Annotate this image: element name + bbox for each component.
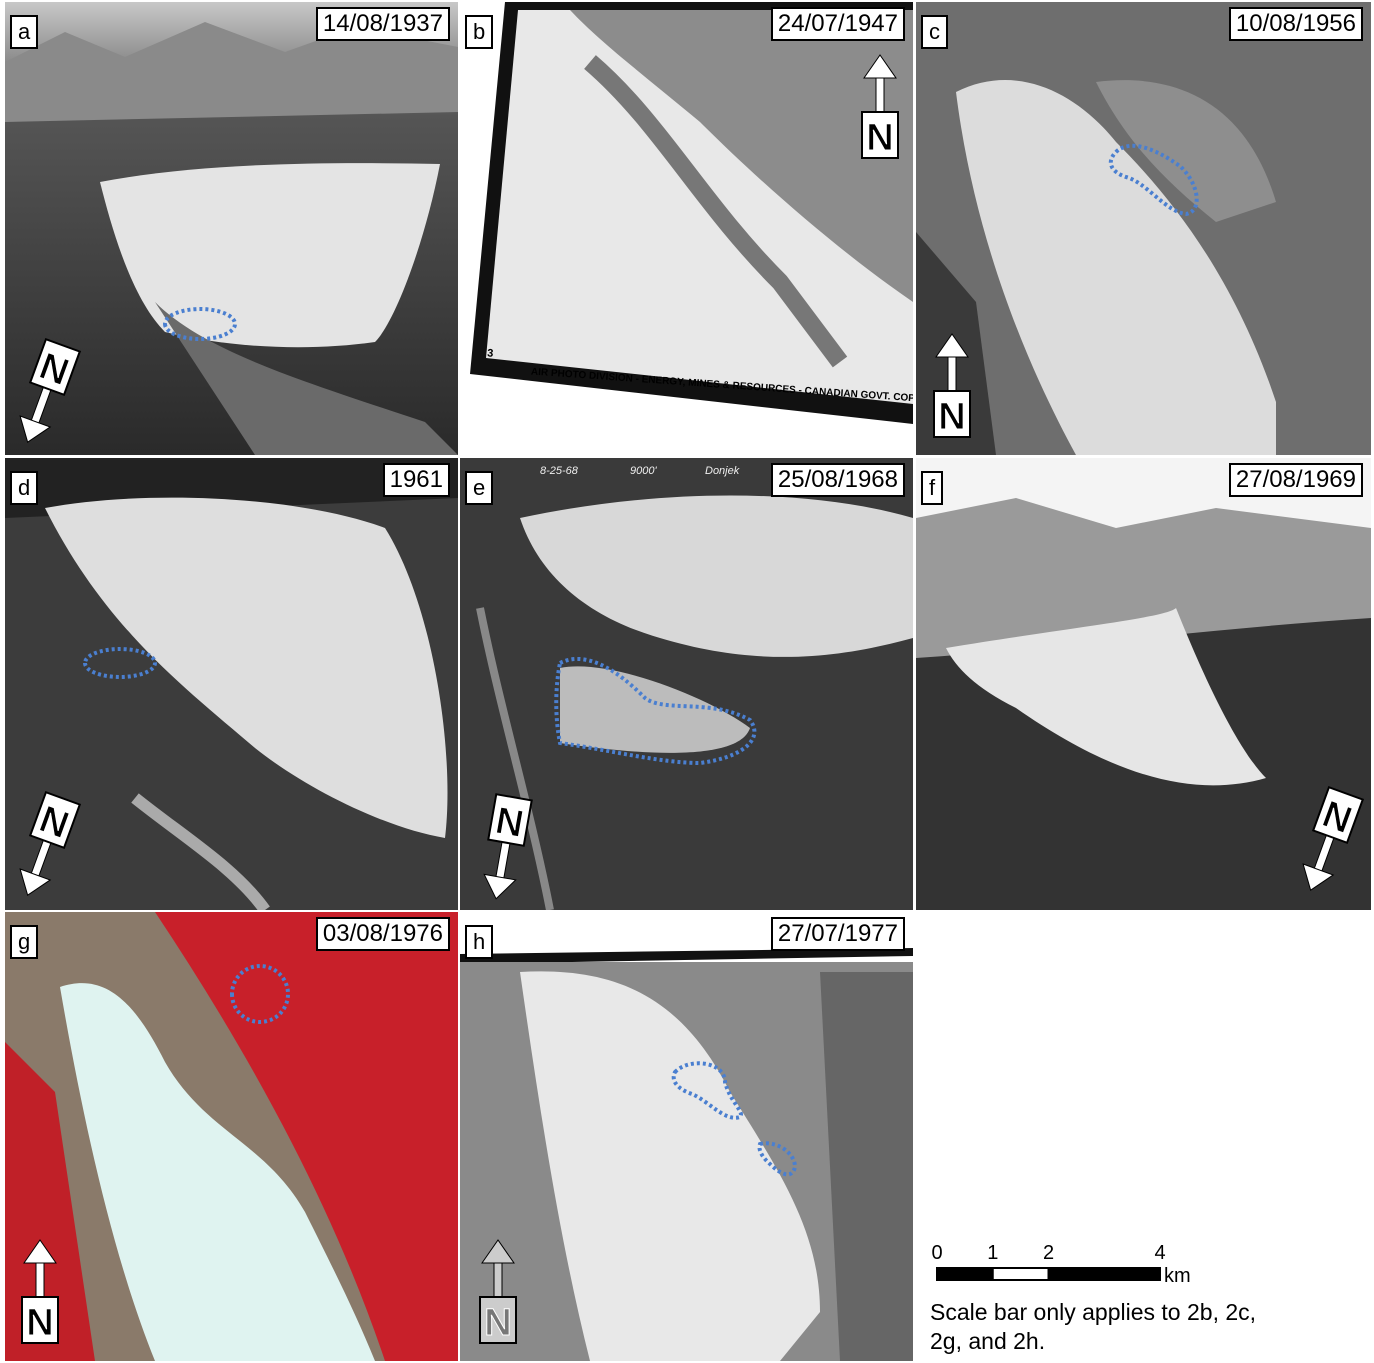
photo: N xyxy=(916,458,1371,910)
panel-letter: h xyxy=(465,925,493,959)
scale-tick-label: 1 xyxy=(987,1242,998,1264)
photo: N xyxy=(5,458,458,910)
photo-text: 9000' xyxy=(630,465,657,477)
photo-text: Donjek xyxy=(705,465,740,477)
panel-letter: b xyxy=(465,15,493,49)
panel-date: 1961 xyxy=(383,463,450,497)
north-label: N xyxy=(866,117,893,159)
panel-letter: g xyxy=(10,925,38,959)
photo: N xyxy=(916,2,1371,455)
arrow-shaft xyxy=(494,1260,502,1298)
scale-segment xyxy=(937,1268,993,1280)
panel-letter: f xyxy=(921,471,943,505)
panel-date: 10/08/1956 xyxy=(1229,7,1363,41)
arrow-shaft xyxy=(948,354,956,392)
photo: 3 AIR PHOTO DIVISION - ENERGY, MINES & R… xyxy=(460,2,913,455)
photo: N xyxy=(460,912,913,1361)
photo: N xyxy=(5,912,458,1361)
scale-segment xyxy=(993,1268,1049,1280)
panel-date: 27/08/1969 xyxy=(1229,463,1363,497)
panel-date: 25/08/1968 xyxy=(771,463,905,497)
north-label: N xyxy=(484,1302,511,1344)
photo: N xyxy=(5,2,458,455)
arrow-shaft xyxy=(36,1260,44,1298)
photo-panel: 3 AIR PHOTO DIVISION - ENERGY, MINES & R… xyxy=(460,2,913,455)
figure: Na 14/08/1937 3 AIR PHOTO DIVISION - ENER… xyxy=(0,0,1374,1363)
panel-letter: a xyxy=(10,15,38,49)
scale-tick-label: 4 xyxy=(1154,1242,1165,1264)
photo-text: 8-25-68 xyxy=(540,465,579,477)
scale-segment xyxy=(1049,1268,1161,1280)
scale-unit: km xyxy=(1164,1265,1191,1287)
panel-letter: e xyxy=(465,471,493,505)
panel-letter: d xyxy=(10,471,38,505)
panel-date: 24/07/1947 xyxy=(771,7,905,41)
panel-date: 27/07/1977 xyxy=(771,917,905,951)
arrow-shaft xyxy=(876,75,884,113)
panel-letter: c xyxy=(921,15,948,49)
scale-tick-label: 0 xyxy=(931,1242,942,1264)
north-label: N xyxy=(26,1302,53,1344)
scale-note: Scale bar only applies to 2b, 2c, 2g, an… xyxy=(930,1298,1260,1356)
north-label: N xyxy=(938,396,965,438)
panel-date: 03/08/1976 xyxy=(316,917,450,951)
panel-date: 14/08/1937 xyxy=(316,7,450,41)
photo-text: 3 xyxy=(487,347,494,359)
scale-tick-label: 2 xyxy=(1043,1242,1054,1264)
